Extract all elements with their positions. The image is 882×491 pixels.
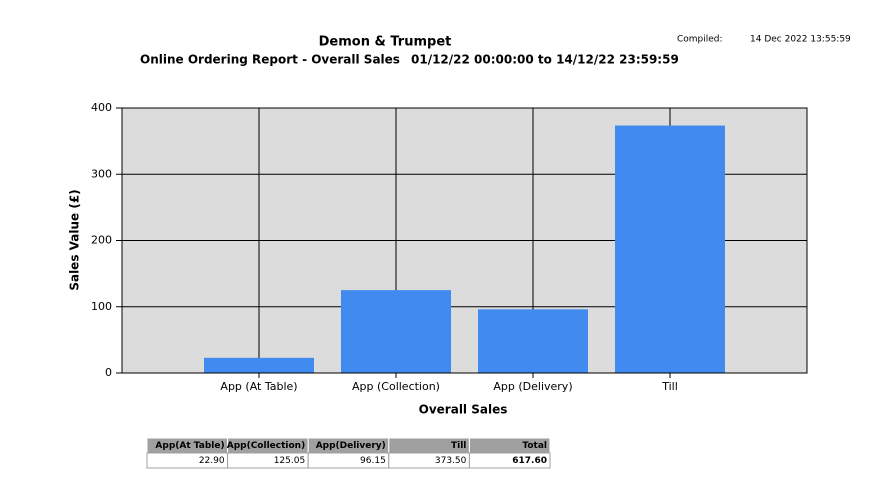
report-title: Demon & Trumpet [319, 35, 452, 50]
y-axis-label: Sales Value (£) [68, 189, 82, 290]
bar [204, 357, 314, 373]
y-tick-label: 300 [91, 167, 112, 180]
x-tick-label: App (Collection) [352, 380, 440, 393]
table-header: Total [522, 441, 547, 451]
plot-border [121, 107, 808, 374]
table-value: 22.90 [199, 456, 225, 466]
table-header: App(Delivery) [316, 441, 386, 451]
table-header: Till [451, 441, 466, 451]
table-cell [468, 452, 551, 469]
y-tick-label: 400 [91, 101, 112, 114]
bar [615, 125, 725, 374]
bar [478, 309, 588, 373]
table-value: 96.15 [360, 456, 386, 466]
y-tick-label: 0 [105, 366, 112, 379]
y-tick-label: 200 [91, 234, 112, 247]
x-tick-label: App (At Table) [220, 380, 297, 393]
table-value: 373.50 [435, 456, 467, 466]
x-axis-label: Overall Sales [419, 403, 508, 417]
y-tick-label: 100 [91, 300, 112, 313]
table-value: 617.60 [512, 456, 547, 466]
report-period: 01/12/22 00:00:00 to 14/12/22 23:59:59 [411, 53, 679, 67]
bar [341, 290, 451, 373]
table-value: 125.05 [274, 456, 306, 466]
report-subtitle: Online Ordering Report - Overall Sales [140, 53, 400, 67]
x-tick-label: App (Delivery) [493, 380, 572, 393]
x-tick-label: Till [661, 380, 678, 393]
table-header: App(At Table) [155, 441, 224, 451]
table-header: App(Collection) [227, 441, 305, 451]
compiled-value: 14 Dec 2022 13:55:59 [750, 35, 851, 45]
compiled-label: Compiled: [677, 35, 723, 45]
